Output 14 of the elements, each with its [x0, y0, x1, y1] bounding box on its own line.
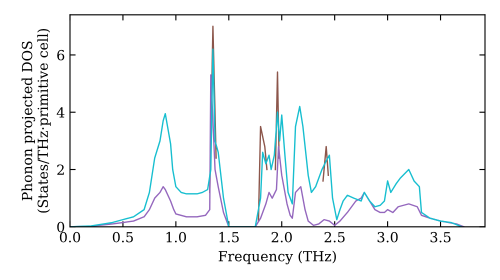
y-tick-label: 0	[57, 222, 64, 232]
x-tick-label: 1.0	[166, 232, 186, 242]
x-tick-label: 0.5	[112, 232, 133, 242]
x-tick-label: 3.5	[430, 232, 451, 242]
y-tick-label: 2	[57, 164, 64, 175]
x-axis-title: Frequency (THz)	[218, 250, 336, 264]
x-tick-label: 0.0	[60, 232, 80, 242]
y-axis-title: Phonon projected DOS (States/THz·primitive cell)	[22, 28, 51, 213]
x-tick-label: 3.0	[378, 232, 398, 242]
x-tick-label: 2.0	[272, 232, 292, 242]
y-tick-label: 4	[56, 107, 64, 118]
y-tick-label: 6	[57, 50, 64, 60]
x-tick-label: 1.5	[219, 232, 239, 242]
x-tick-label: 2.5	[324, 232, 345, 242]
